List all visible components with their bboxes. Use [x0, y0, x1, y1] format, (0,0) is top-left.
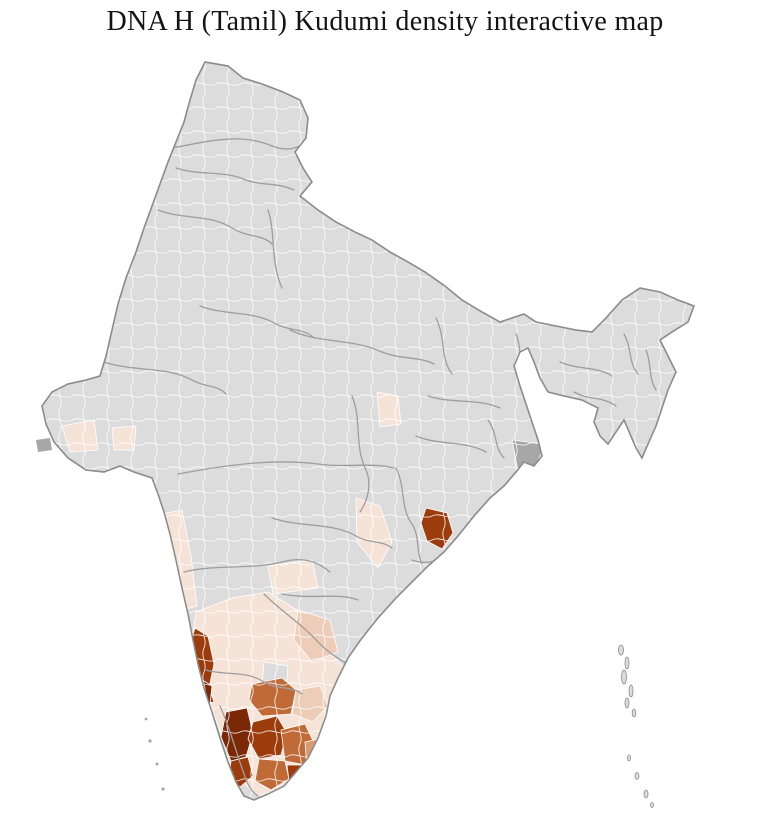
nicobar-islands[interactable] [627, 754, 654, 808]
lakshadweep-islands[interactable] [144, 717, 165, 791]
state-borders [103, 138, 657, 797]
kutch-islet[interactable] [36, 438, 52, 452]
andaman-islands[interactable] [618, 644, 637, 718]
page-title: DNA H (Tamil) Kudumi density interactive… [106, 6, 664, 37]
